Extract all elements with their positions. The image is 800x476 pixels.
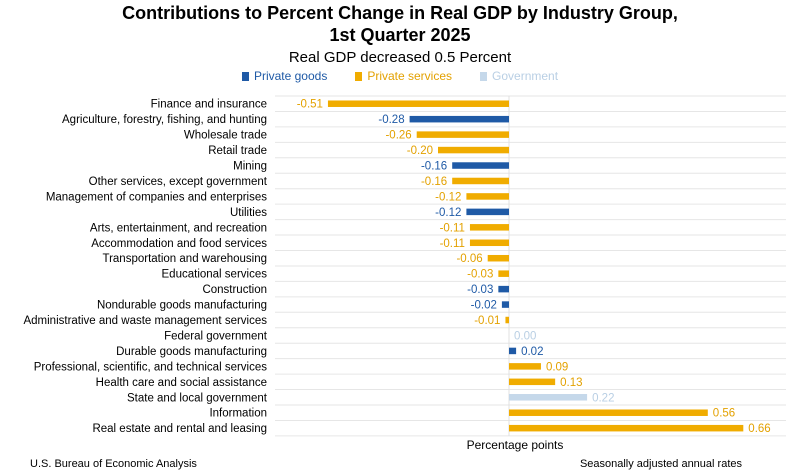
category-label-finance-and-insurance: Finance and insurance (151, 99, 267, 111)
legend-label-private-goods: Private goods (253, 69, 328, 83)
chart-title-line-2: 1st Quarter 2025 (329, 25, 471, 45)
bar-utilities (466, 208, 509, 216)
category-label-wholesale-trade: Wholesale trade (184, 130, 267, 142)
bar-information (509, 409, 708, 416)
bar-wholesale-trade (416, 131, 509, 138)
data-label-federal-government: 0.00 (514, 330, 536, 342)
bar-finance-and-insurance (327, 100, 509, 107)
bar-transportation-and-warehousing (487, 254, 509, 262)
legend-label-government: Government (492, 69, 559, 83)
bar-construction (498, 285, 509, 293)
data-label-accommodation-and-food-services: -0.11 (440, 238, 465, 250)
bar-administrative-and-waste-management-services (505, 316, 509, 324)
bar-arts-entertainment-and-recreation (469, 224, 509, 231)
data-label-administrative-and-waste-management-services: -0.01 (474, 315, 500, 327)
category-label-transportation-and-warehousing: Transportation and warehousing (102, 253, 267, 265)
category-label-management-of-companies-and-enterprises: Management of companies and enterprises (46, 191, 267, 203)
bar-mining (452, 162, 509, 169)
bar-other-services-except-government (452, 177, 509, 185)
data-label-durable-goods-manufacturing: 0.02 (521, 346, 543, 358)
category-label-information: Information (209, 408, 267, 420)
legend-swatch-private-goods (241, 72, 249, 81)
data-label-agriculture-forestry-fishing-and-hunting: -0.28 (378, 114, 404, 126)
category-label-arts-entertainment-and-recreation: Arts, entertainment, and recreation (90, 222, 267, 234)
category-label-nondurable-goods-manufacturing: Nondurable goods manufacturing (97, 300, 267, 312)
data-label-utilities: -0.12 (435, 207, 461, 219)
category-label-administrative-and-waste-management-services: Administrative and waste management serv… (23, 315, 267, 327)
data-label-wholesale-trade: -0.26 (385, 130, 411, 142)
category-label-real-estate-and-rental-and-leasing: Real estate and rental and leasing (92, 423, 267, 435)
bar-durable-goods-manufacturing (509, 347, 517, 355)
data-label-state-and-local-government: 0.22 (592, 392, 614, 404)
bar-agriculture-forestry-fishing-and-hunting (409, 115, 509, 123)
data-label-arts-entertainment-and-recreation: -0.11 (440, 222, 465, 234)
data-label-construction: -0.03 (467, 284, 493, 296)
category-label-state-and-local-government: State and local government (127, 392, 268, 404)
bar-state-and-local-government (509, 394, 588, 401)
chart-legend: Private goods Private services Governmen… (0, 69, 800, 84)
category-label-accommodation-and-food-services: Accommodation and food services (91, 238, 267, 250)
legend-item-government: Government (480, 69, 558, 84)
bar-educational-services (498, 270, 509, 277)
legend-item-private-goods: Private goods (241, 69, 328, 84)
chart-subtitle: Real GDP decreased 0.5 Percent (288, 49, 512, 66)
data-label-other-services-except-government: -0.16 (421, 176, 447, 188)
data-label-mining: -0.16 (421, 161, 447, 173)
data-label-real-estate-and-rental-and-leasing: 0.66 (748, 423, 770, 435)
chart-title-line-1: Contributions to Percent Change in Real … (122, 3, 678, 23)
bar-real-estate-and-rental-and-leasing (509, 424, 744, 432)
legend-label-private-services: Private services (367, 69, 453, 83)
bar-retail-trade (438, 146, 509, 154)
data-label-health-care-and-social-assistance: 0.13 (560, 377, 582, 389)
category-label-other-services-except-government: Other services, except government (89, 176, 268, 188)
data-label-transportation-and-warehousing: -0.06 (456, 253, 482, 265)
legend-swatch-government (480, 72, 488, 81)
data-label-management-of-companies-and-enterprises: -0.12 (435, 191, 461, 203)
bar-management-of-companies-and-enterprises (466, 193, 509, 200)
bar-professional-scientific-and-technical-services (509, 363, 541, 370)
legend-item-private-services: Private services (355, 69, 452, 84)
data-label-educational-services: -0.03 (467, 269, 493, 281)
data-label-information: 0.56 (713, 408, 735, 420)
category-label-educational-services: Educational services (162, 269, 268, 281)
x-axis-label: Percentage points (466, 438, 564, 452)
category-label-retail-trade: Retail trade (208, 145, 267, 157)
category-label-construction: Construction (202, 284, 267, 296)
category-label-health-care-and-social-assistance: Health care and social assistance (96, 377, 267, 389)
data-label-nondurable-goods-manufacturing: -0.02 (471, 300, 497, 312)
data-label-professional-scientific-and-technical-services: 0.09 (546, 361, 568, 373)
bar-health-care-and-social-assistance (509, 378, 556, 386)
data-label-finance-and-insurance: -0.51 (297, 99, 323, 111)
rates-note: Seasonally adjusted annual rates (579, 458, 742, 470)
category-label-mining: Mining (233, 161, 267, 173)
source-note: U.S. Bureau of Economic Analysis (30, 458, 197, 470)
bar-accommodation-and-food-services (469, 239, 509, 247)
bar-nondurable-goods-manufacturing (501, 301, 509, 308)
data-label-retail-trade: -0.20 (407, 145, 433, 157)
category-label-utilities: Utilities (230, 207, 267, 219)
category-label-durable-goods-manufacturing: Durable goods manufacturing (116, 346, 267, 358)
category-label-professional-scientific-and-technical-services: Professional, scientific, and technical … (34, 361, 268, 373)
category-label-federal-government: Federal government (164, 330, 268, 342)
legend-swatch-private-services (355, 72, 363, 81)
category-label-agriculture-forestry-fishing-and-hunting: Agriculture, forestry, fishing, and hunt… (62, 114, 267, 126)
